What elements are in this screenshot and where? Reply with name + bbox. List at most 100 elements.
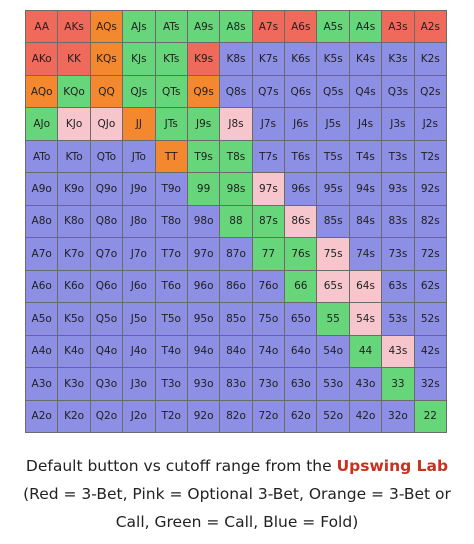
hand-cell: T5o xyxy=(155,303,187,335)
hand-cell: Q9o xyxy=(90,173,123,205)
hand-cell: 87o xyxy=(220,238,252,270)
hand-cell: 65o xyxy=(285,303,317,335)
hand-cell: 96o xyxy=(187,270,220,303)
hand-cell: T9s xyxy=(187,140,220,173)
hand-cell: 22 xyxy=(414,400,446,432)
hand-cell: 97o xyxy=(187,238,220,270)
hand-cell: T2s xyxy=(414,140,446,173)
hand-cell: T6s xyxy=(285,140,317,173)
hand-cell: 95s xyxy=(317,173,349,205)
hand-cell: 84o xyxy=(220,335,252,368)
hand-cell: J7o xyxy=(123,238,155,270)
hand-cell: 54o xyxy=(317,335,349,368)
hand-cell: J2s xyxy=(414,108,446,140)
hand-cell: 82s xyxy=(414,205,446,238)
hand-cell: 88 xyxy=(220,205,252,238)
hand-cell: T8s xyxy=(220,140,252,173)
hand-cell: Q4o xyxy=(90,335,123,368)
hand-cell: 94o xyxy=(187,335,220,368)
hand-cell: A8s xyxy=(220,11,252,43)
hand-cell: Q3s xyxy=(382,75,414,108)
hand-cell: T4o xyxy=(155,335,187,368)
hand-cell: AA xyxy=(26,11,58,43)
hand-cell: 55 xyxy=(317,303,349,335)
hand-cell: A2o xyxy=(26,400,58,432)
hand-cell: K9s xyxy=(187,43,220,75)
hand-cell: K5s xyxy=(317,43,349,75)
hand-cell: J2o xyxy=(123,400,155,432)
hand-cell: KTo xyxy=(58,140,90,173)
hand-cell: J5o xyxy=(123,303,155,335)
hand-cell: 53s xyxy=(382,303,414,335)
hand-cell: 32o xyxy=(382,400,414,432)
hand-cell: 63o xyxy=(285,368,317,400)
hand-cell: 73s xyxy=(382,238,414,270)
hand-cell: 92s xyxy=(414,173,446,205)
hand-cell: A9o xyxy=(26,173,58,205)
hand-cell: 93o xyxy=(187,368,220,400)
hand-cell: K6s xyxy=(285,43,317,75)
hand-cell: Q7s xyxy=(252,75,285,108)
hand-cell: J6s xyxy=(285,108,317,140)
hand-cell: 83o xyxy=(220,368,252,400)
caption-text-end: (Red = 3-Bet, Pink = Optional 3-Bet, Ora… xyxy=(23,485,451,531)
hand-cell: Q3o xyxy=(90,368,123,400)
hand-cell: KQs xyxy=(90,43,123,75)
hand-cell: T6o xyxy=(155,270,187,303)
hand-cell: A4s xyxy=(349,11,382,43)
hand-cell: T8o xyxy=(155,205,187,238)
hand-cell: T5s xyxy=(317,140,349,173)
hand-cell: 43s xyxy=(382,335,414,368)
hand-cell: 62s xyxy=(414,270,446,303)
hand-cell: 77 xyxy=(252,238,285,270)
hand-cell: K4o xyxy=(58,335,90,368)
hand-cell: 64s xyxy=(349,270,382,303)
hand-cell: 62o xyxy=(285,400,317,432)
hand-cell: 72s xyxy=(414,238,446,270)
hand-cell: Q5s xyxy=(317,75,349,108)
hand-cell: QJs xyxy=(123,75,155,108)
hand-cell: 72o xyxy=(252,400,285,432)
hand-cell: A6o xyxy=(26,270,58,303)
hand-cell: 64o xyxy=(285,335,317,368)
hand-cell: Q6o xyxy=(90,270,123,303)
hand-cell: 44 xyxy=(349,335,382,368)
hand-cell: A9s xyxy=(187,11,220,43)
hand-cell: 97s xyxy=(252,173,285,205)
hand-cell: A3o xyxy=(26,368,58,400)
hand-cell: AJo xyxy=(26,108,58,140)
hand-cell: K7o xyxy=(58,238,90,270)
hand-cell: K8s xyxy=(220,43,252,75)
hand-cell: 32s xyxy=(414,368,446,400)
hand-cell: 76o xyxy=(252,270,285,303)
hand-cell: Q5o xyxy=(90,303,123,335)
hand-cell: 94s xyxy=(349,173,382,205)
hand-cell: J3s xyxy=(382,108,414,140)
hand-cell: 63s xyxy=(382,270,414,303)
hand-cell: KJs xyxy=(123,43,155,75)
upswing-lab-link[interactable]: Upswing Lab xyxy=(336,457,449,475)
hand-cell: Q4s xyxy=(349,75,382,108)
hand-cell: JJ xyxy=(123,108,155,140)
hand-cell: 53o xyxy=(317,368,349,400)
hand-cell: KK xyxy=(58,43,90,75)
hand-cell: 93s xyxy=(382,173,414,205)
hand-cell: 86s xyxy=(285,205,317,238)
hand-cell: QJo xyxy=(90,108,123,140)
hand-cell: 84s xyxy=(349,205,382,238)
hand-cell: K9o xyxy=(58,173,90,205)
hand-cell: T7o xyxy=(155,238,187,270)
hand-cell: 74s xyxy=(349,238,382,270)
hand-cell: K2o xyxy=(58,400,90,432)
hand-cell: 92o xyxy=(187,400,220,432)
hand-cell: J3o xyxy=(123,368,155,400)
hand-cell: 76s xyxy=(285,238,317,270)
hand-cell: QQ xyxy=(90,75,123,108)
hand-cell: 42o xyxy=(349,400,382,432)
hand-cell: A4o xyxy=(26,335,58,368)
hand-cell: AQs xyxy=(90,11,123,43)
hand-cell: T3o xyxy=(155,368,187,400)
hand-cell: A8o xyxy=(26,205,58,238)
hand-cell: Q2o xyxy=(90,400,123,432)
hand-cell: J7s xyxy=(252,108,285,140)
